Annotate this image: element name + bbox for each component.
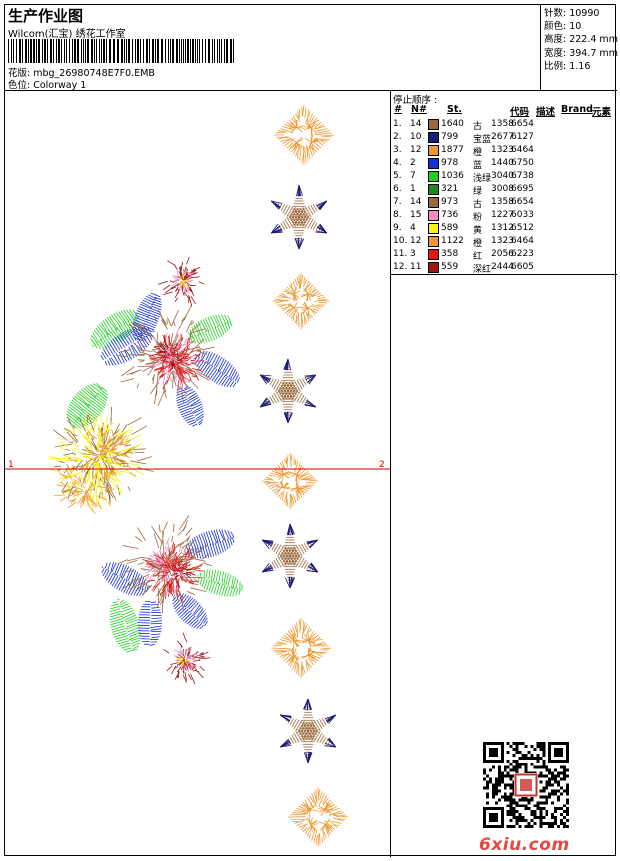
row-stitches: 973 <box>441 197 458 207</box>
row-needle: 14 <box>410 119 421 129</box>
col-header-needle: N# <box>411 104 427 115</box>
row-stitches: 589 <box>441 223 458 233</box>
color-swatch <box>428 236 439 247</box>
colorway-line: 色位: Colorway 1 <box>8 77 86 91</box>
row-stitches: 1640 <box>441 119 464 129</box>
row-brand: 6127 <box>511 132 534 142</box>
row-index: 6. <box>393 184 402 194</box>
color-swatch <box>428 262 439 273</box>
col-header-description: 描述 <box>536 104 555 118</box>
work-sheet-frame: 生产作业图 Wilcom(汇宝) 绣花工作室 花版: mbg_26980748E… <box>4 4 616 856</box>
col-header-code: 代码 <box>510 104 529 118</box>
row-brand: 6464 <box>511 145 534 155</box>
row-index: 2. <box>393 132 402 142</box>
stitch-stats-panel: 针数: 10990 颜色: 10 高度: 222.4 mm 宽度: 394.7 … <box>541 5 617 91</box>
page-title: 生产作业图 <box>8 5 83 26</box>
row-brand: 6512 <box>511 223 534 233</box>
row-needle: 3 <box>410 249 416 259</box>
stat-height: 高度: 222.4 mm <box>544 33 617 46</box>
embroidery-design-image <box>5 91 390 857</box>
row-stitches: 358 <box>441 249 458 259</box>
row-stitches: 1122 <box>441 236 464 246</box>
axis-end-label: 2 <box>379 460 385 470</box>
row-brand: 6695 <box>511 184 534 194</box>
row-needle: 12 <box>410 145 421 155</box>
color-swatch <box>428 210 439 221</box>
row-index: 10. <box>393 236 407 246</box>
color-swatch <box>428 197 439 208</box>
col-header-index: # <box>394 104 402 115</box>
row-index: 9. <box>393 223 402 233</box>
qr-code-image <box>483 742 569 828</box>
color-swatch <box>428 171 439 182</box>
embroidery-preview-canvas: 1 2 <box>5 91 391 857</box>
row-needle: 14 <box>410 197 421 207</box>
row-brand: 6033 <box>511 210 534 220</box>
row-stitches: 1036 <box>441 171 464 181</box>
row-index: 1. <box>393 119 402 129</box>
stat-scale: 比例: 1.16 <box>544 60 617 73</box>
row-brand: 6750 <box>511 158 534 168</box>
row-brand: 6654 <box>511 119 534 129</box>
row-index: 8. <box>393 210 402 220</box>
row-stitches: 799 <box>441 132 458 142</box>
row-needle: 7 <box>410 171 416 181</box>
row-needle: 4 <box>410 223 416 233</box>
row-brand: 6605 <box>511 262 534 272</box>
row-needle: 11 <box>410 262 421 272</box>
color-swatch <box>428 249 439 260</box>
row-needle: 2 <box>410 158 416 168</box>
color-swatch <box>428 223 439 234</box>
stat-color-count: 颜色: 10 <box>544 20 617 33</box>
row-needle: 12 <box>410 236 421 246</box>
row-index: 11. <box>393 249 407 259</box>
site-logo: 6xiu.com <box>479 835 570 855</box>
row-index: 5. <box>393 171 402 181</box>
color-swatch <box>428 145 439 156</box>
sheet-header: 生产作业图 Wilcom(汇宝) 绣花工作室 花版: mbg_26980748E… <box>5 5 541 91</box>
row-stitches: 1877 <box>441 145 464 155</box>
color-swatch <box>428 184 439 195</box>
row-stitches: 321 <box>441 184 458 194</box>
stat-width: 宽度: 394.7 mm <box>544 47 617 60</box>
row-index: 7. <box>393 197 402 207</box>
row-brand: 6738 <box>511 171 534 181</box>
color-swatch <box>428 158 439 169</box>
studio-subtitle: Wilcom(汇宝) 绣花工作室 <box>8 25 126 40</box>
row-index: 12. <box>393 262 407 272</box>
row-index: 3. <box>393 145 402 155</box>
barcode-image <box>8 39 238 63</box>
color-swatch <box>428 132 439 143</box>
row-stitches: 978 <box>441 158 458 168</box>
row-brand: 6223 <box>511 249 534 259</box>
row-index: 4. <box>393 158 402 168</box>
row-brand: 6654 <box>511 197 534 207</box>
row-needle: 10 <box>410 132 421 142</box>
axis-start-label: 1 <box>8 460 14 470</box>
row-needle: 1 <box>410 184 416 194</box>
col-header-stitches: St. <box>447 104 462 115</box>
row-brand: 6464 <box>511 236 534 246</box>
row-stitches: 559 <box>441 262 458 272</box>
col-header-brand: Brand <box>561 104 593 115</box>
row-needle: 15 <box>410 210 421 220</box>
color-swatch <box>428 119 439 130</box>
stat-stitch-count: 针数: 10990 <box>544 7 617 20</box>
row-stitches: 736 <box>441 210 458 220</box>
col-header-element: 元素 <box>592 104 611 118</box>
row-color-name: 深红 <box>473 262 491 275</box>
